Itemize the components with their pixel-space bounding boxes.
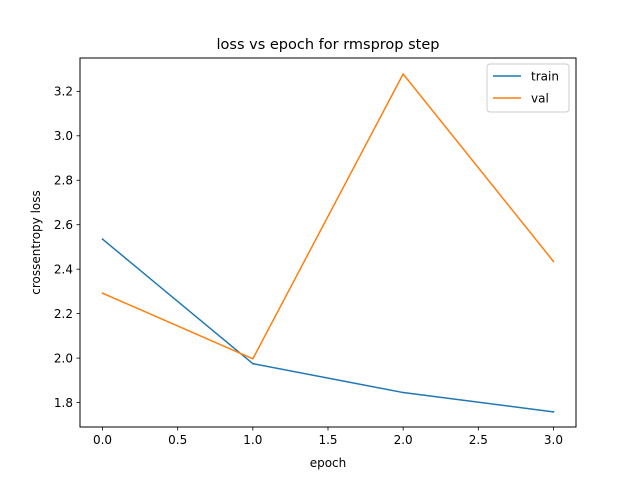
data-point-val-0 [101, 292, 104, 294]
x-tick-label: 1.5 [318, 433, 337, 447]
data-point-val-1 [252, 357, 254, 360]
x-tick-label: 2.0 [394, 433, 413, 447]
x-axis-label: epoch [310, 456, 347, 470]
y-tick-label: 2.2 [54, 307, 73, 321]
y-tick-label: 3.0 [54, 129, 73, 143]
chart-title: loss vs epoch for rmsprop step [217, 37, 440, 53]
x-tick-label: 0.5 [168, 433, 187, 447]
data-point-val-2 [402, 73, 404, 75]
plot-frame [79, 57, 577, 428]
x-axis-ticks: 0.0 0.5 1.0 1.5 2.0 2.5 3.0 [93, 427, 563, 447]
plot-area [79, 57, 577, 428]
y-tick-label: 2.6 [54, 218, 73, 232]
y-tick-label: 1.8 [54, 396, 73, 410]
x-tick-label: 3.0 [544, 433, 563, 447]
data-point-train-0 [101, 238, 104, 240]
series-layer [101, 73, 555, 413]
legend-label-train: train [531, 69, 559, 83]
data-point-val-3 [552, 260, 555, 263]
x-tick-label: 2.5 [469, 433, 488, 447]
legend: train val [486, 63, 570, 113]
x-tick-label: 0.0 [93, 433, 112, 447]
y-axis-ticks: 1.8 2.0 2.2 2.4 2.6 2.8 3.0 3.2 [54, 85, 80, 410]
y-tick-label: 2.8 [54, 174, 73, 188]
data-point-train-1 [252, 362, 254, 365]
series-line-val [101, 73, 555, 360]
series-line-train [101, 238, 555, 413]
data-point-train-3 [552, 411, 555, 413]
y-tick-label: 3.2 [54, 85, 73, 99]
y-tick-label: 2.4 [54, 262, 73, 276]
data-point-train-2 [402, 391, 404, 394]
y-tick-label: 2.0 [54, 351, 73, 365]
y-axis-label: crossentropy loss [29, 190, 43, 295]
legend-label-val: val [531, 91, 549, 105]
x-tick-label: 1.0 [243, 433, 262, 447]
